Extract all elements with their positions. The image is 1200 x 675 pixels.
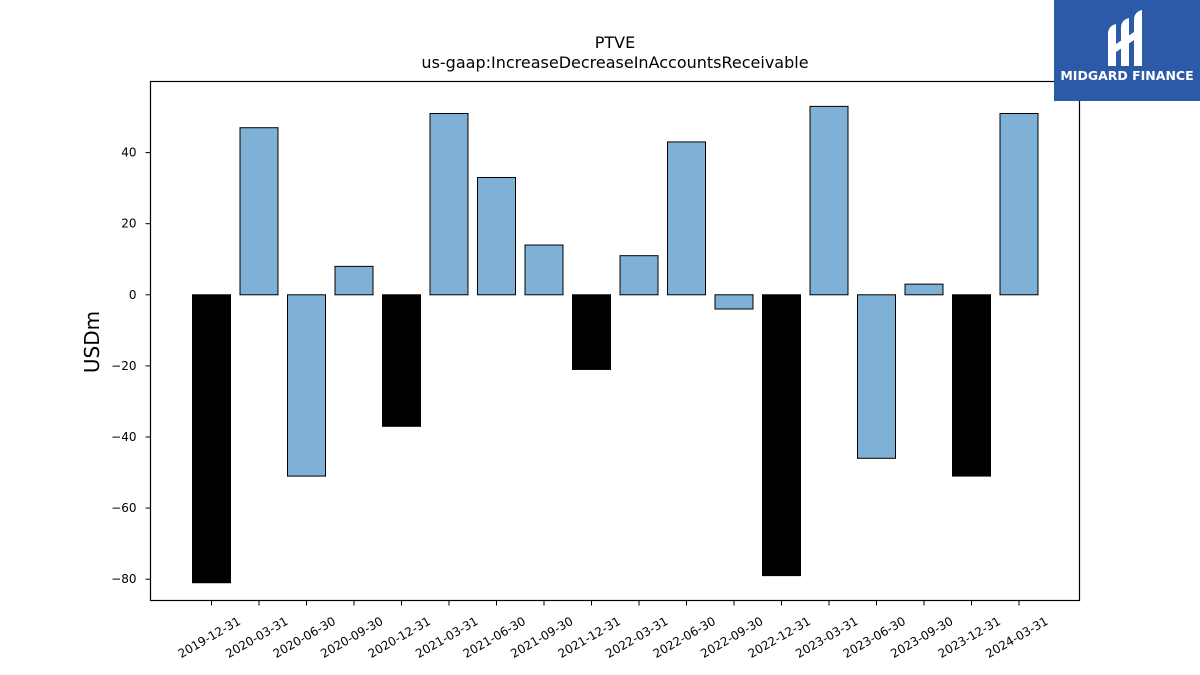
bar-2022-12-31 <box>762 294 801 577</box>
chart-subtitle: us-gaap:IncreaseDecreaseInAccountsReceiv… <box>421 53 808 72</box>
y-tick-label: 20 <box>121 217 136 231</box>
y-tick-label: 0 <box>129 288 137 302</box>
bar-2020-09-30 <box>334 265 374 296</box>
y-tick-label: −20 <box>111 359 136 373</box>
bars-group <box>192 105 1039 584</box>
bar-2023-06-30 <box>857 294 896 459</box>
chart-title: PTVE <box>595 33 635 52</box>
bar-2020-06-30 <box>287 294 326 477</box>
bar-2019-12-31 <box>192 294 231 584</box>
bar-2020-12-31 <box>382 294 421 427</box>
bar-2021-03-31 <box>429 112 469 296</box>
bar-2021-06-30 <box>477 176 516 296</box>
bar-2023-03-31 <box>809 105 849 296</box>
brand-name: MIDGARD FINANCE <box>1060 68 1194 83</box>
midgard-logo-icon <box>1108 10 1142 66</box>
bar-2022-03-31 <box>619 255 659 296</box>
y-axis-label: USDm <box>80 311 104 373</box>
y-ticks-group: 40 20 0 −20 −40 −60 −80 <box>111 146 151 586</box>
bar-2022-06-30 <box>667 141 706 296</box>
bar-2023-12-31 <box>952 294 991 477</box>
bar-2024-03-31 <box>999 112 1039 296</box>
x-ticks-group: 2019-12-312020-03-312020-06-302020-09-30… <box>176 600 1051 661</box>
plot-frame <box>149 80 1081 602</box>
bar-2021-09-30 <box>524 244 564 296</box>
bar-2023-09-30 <box>904 283 944 296</box>
y-tick-label: 40 <box>121 146 136 160</box>
y-tick-label: −60 <box>111 501 136 515</box>
bar-2022-09-30 <box>714 294 754 310</box>
brand-logo: MIDGARD FINANCE <box>1054 0 1200 101</box>
bar-2021-12-31 <box>572 294 611 370</box>
y-tick-label: −40 <box>111 430 136 444</box>
y-tick-label: −80 <box>111 572 136 586</box>
bar-2020-03-31 <box>239 127 279 296</box>
